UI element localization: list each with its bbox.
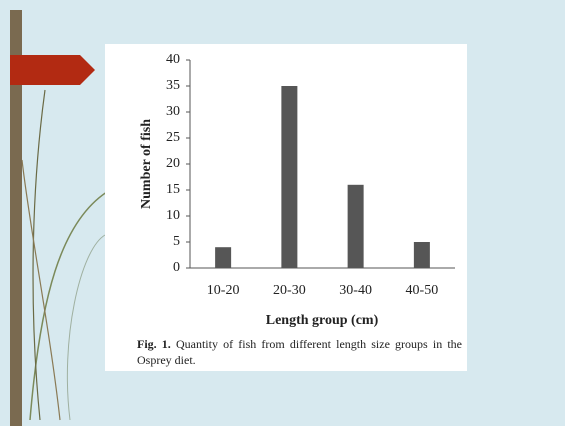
caption-text: Quantity of fish from different length s… — [137, 337, 462, 367]
y-tick-label: 5 — [173, 234, 180, 249]
bar — [281, 86, 297, 268]
y-tick-label: 40 — [166, 52, 180, 67]
x-axis-title: Length group (cm) — [266, 313, 379, 328]
y-tick-label: 30 — [166, 104, 180, 119]
y-tick-label: 25 — [166, 130, 180, 145]
y-tick-label: 15 — [166, 182, 180, 197]
arrow-marker — [10, 55, 95, 85]
x-tick-label: 10-20 — [207, 283, 240, 298]
bar — [215, 247, 231, 268]
y-axis-title: Number of fish — [139, 119, 154, 209]
bar — [348, 185, 364, 268]
x-tick-label: 40-50 — [406, 283, 439, 298]
figure-caption: Fig. 1. Quantity of fish from different … — [137, 336, 462, 368]
x-tick-label: 20-30 — [273, 283, 306, 298]
y-tick-label: 0 — [173, 260, 180, 275]
y-tick-label: 35 — [166, 78, 180, 93]
y-tick-label: 20 — [166, 156, 180, 171]
bar — [414, 242, 430, 268]
x-tick-label: 30-40 — [339, 283, 372, 298]
slide: Length group (cm) Number of fish 0 5 10 15 2… — [0, 0, 565, 426]
y-tick-label: 10 — [166, 208, 180, 223]
caption-label: Fig. 1. — [137, 337, 171, 351]
